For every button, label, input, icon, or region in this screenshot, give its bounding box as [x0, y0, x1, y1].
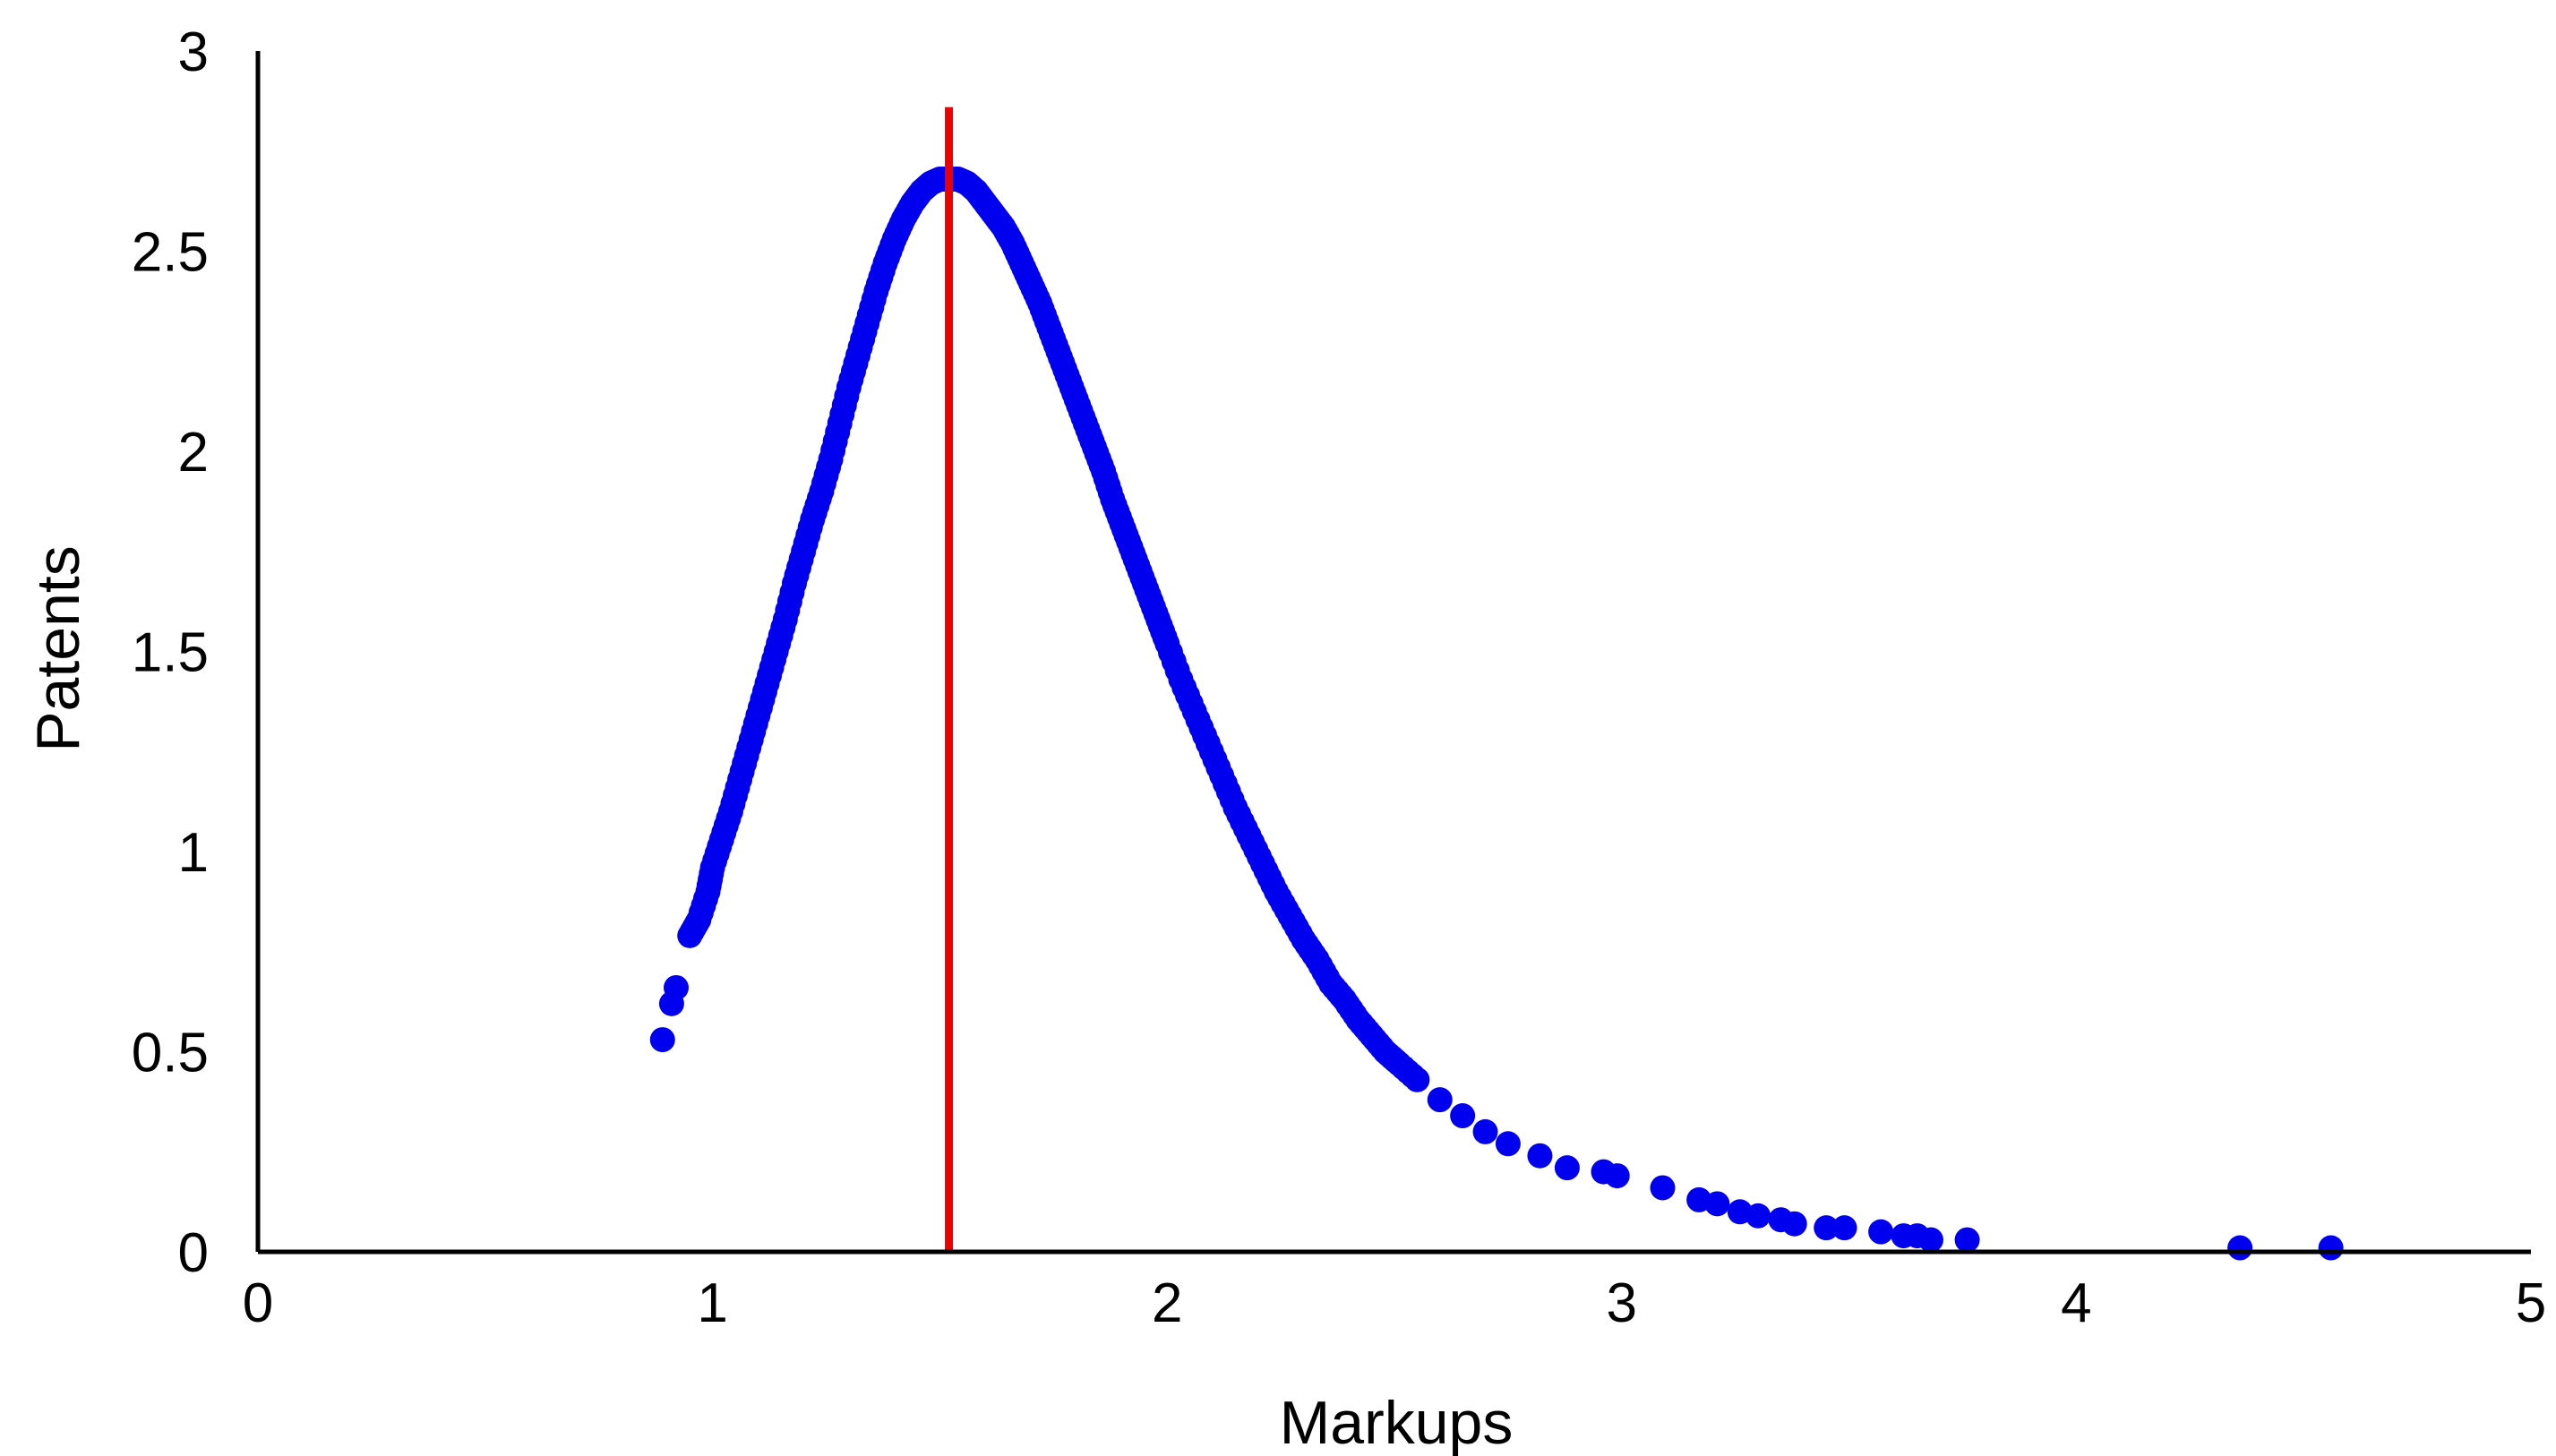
y-tick-label: 1 — [178, 822, 209, 884]
data-point — [1781, 1211, 1807, 1237]
x-tick-label: 1 — [697, 1272, 727, 1334]
y-tick-label: 1.5 — [132, 622, 209, 684]
y-tick-label: 0 — [178, 1222, 209, 1284]
data-point — [649, 1027, 675, 1053]
x-axis-title: Markups — [1280, 1389, 1514, 1456]
y-tick-label: 2 — [178, 422, 209, 484]
data-point — [2318, 1235, 2344, 1261]
data-point — [1604, 1163, 1630, 1189]
data-point — [1472, 1118, 1498, 1144]
data-point — [1404, 1066, 1430, 1092]
data-point — [1704, 1191, 1730, 1217]
y-tick-labels: 0 0.5 1 1.5 2 2.5 3 — [132, 21, 209, 1284]
data-point — [2227, 1235, 2253, 1261]
data-point — [1527, 1143, 1553, 1169]
x-tick-label: 0 — [243, 1272, 273, 1334]
data-point — [1427, 1087, 1453, 1113]
y-tick-label: 0.5 — [132, 1023, 209, 1084]
data-points — [649, 167, 2344, 1261]
x-tick-label: 5 — [2516, 1272, 2546, 1334]
data-point — [1745, 1203, 1771, 1229]
y-tick-label: 3 — [178, 21, 209, 83]
data-point — [1917, 1227, 1943, 1253]
y-axis-title: Patents — [24, 545, 92, 752]
data-point — [1650, 1175, 1676, 1201]
x-tick-label: 3 — [1607, 1272, 1637, 1334]
data-point — [1831, 1215, 1857, 1241]
data-point — [663, 974, 689, 1000]
data-point — [1814, 1215, 1840, 1241]
data-point — [1868, 1219, 1894, 1245]
data-point — [1954, 1227, 1980, 1253]
data-point — [1450, 1103, 1476, 1129]
y-tick-label: 2.5 — [132, 222, 209, 284]
x-tick-label: 2 — [1152, 1272, 1182, 1334]
x-tick-label: 4 — [2061, 1272, 2091, 1334]
x-tick-labels: 0 1 2 3 4 5 — [243, 1272, 2546, 1334]
data-point — [1554, 1155, 1580, 1181]
data-point — [1495, 1131, 1521, 1157]
